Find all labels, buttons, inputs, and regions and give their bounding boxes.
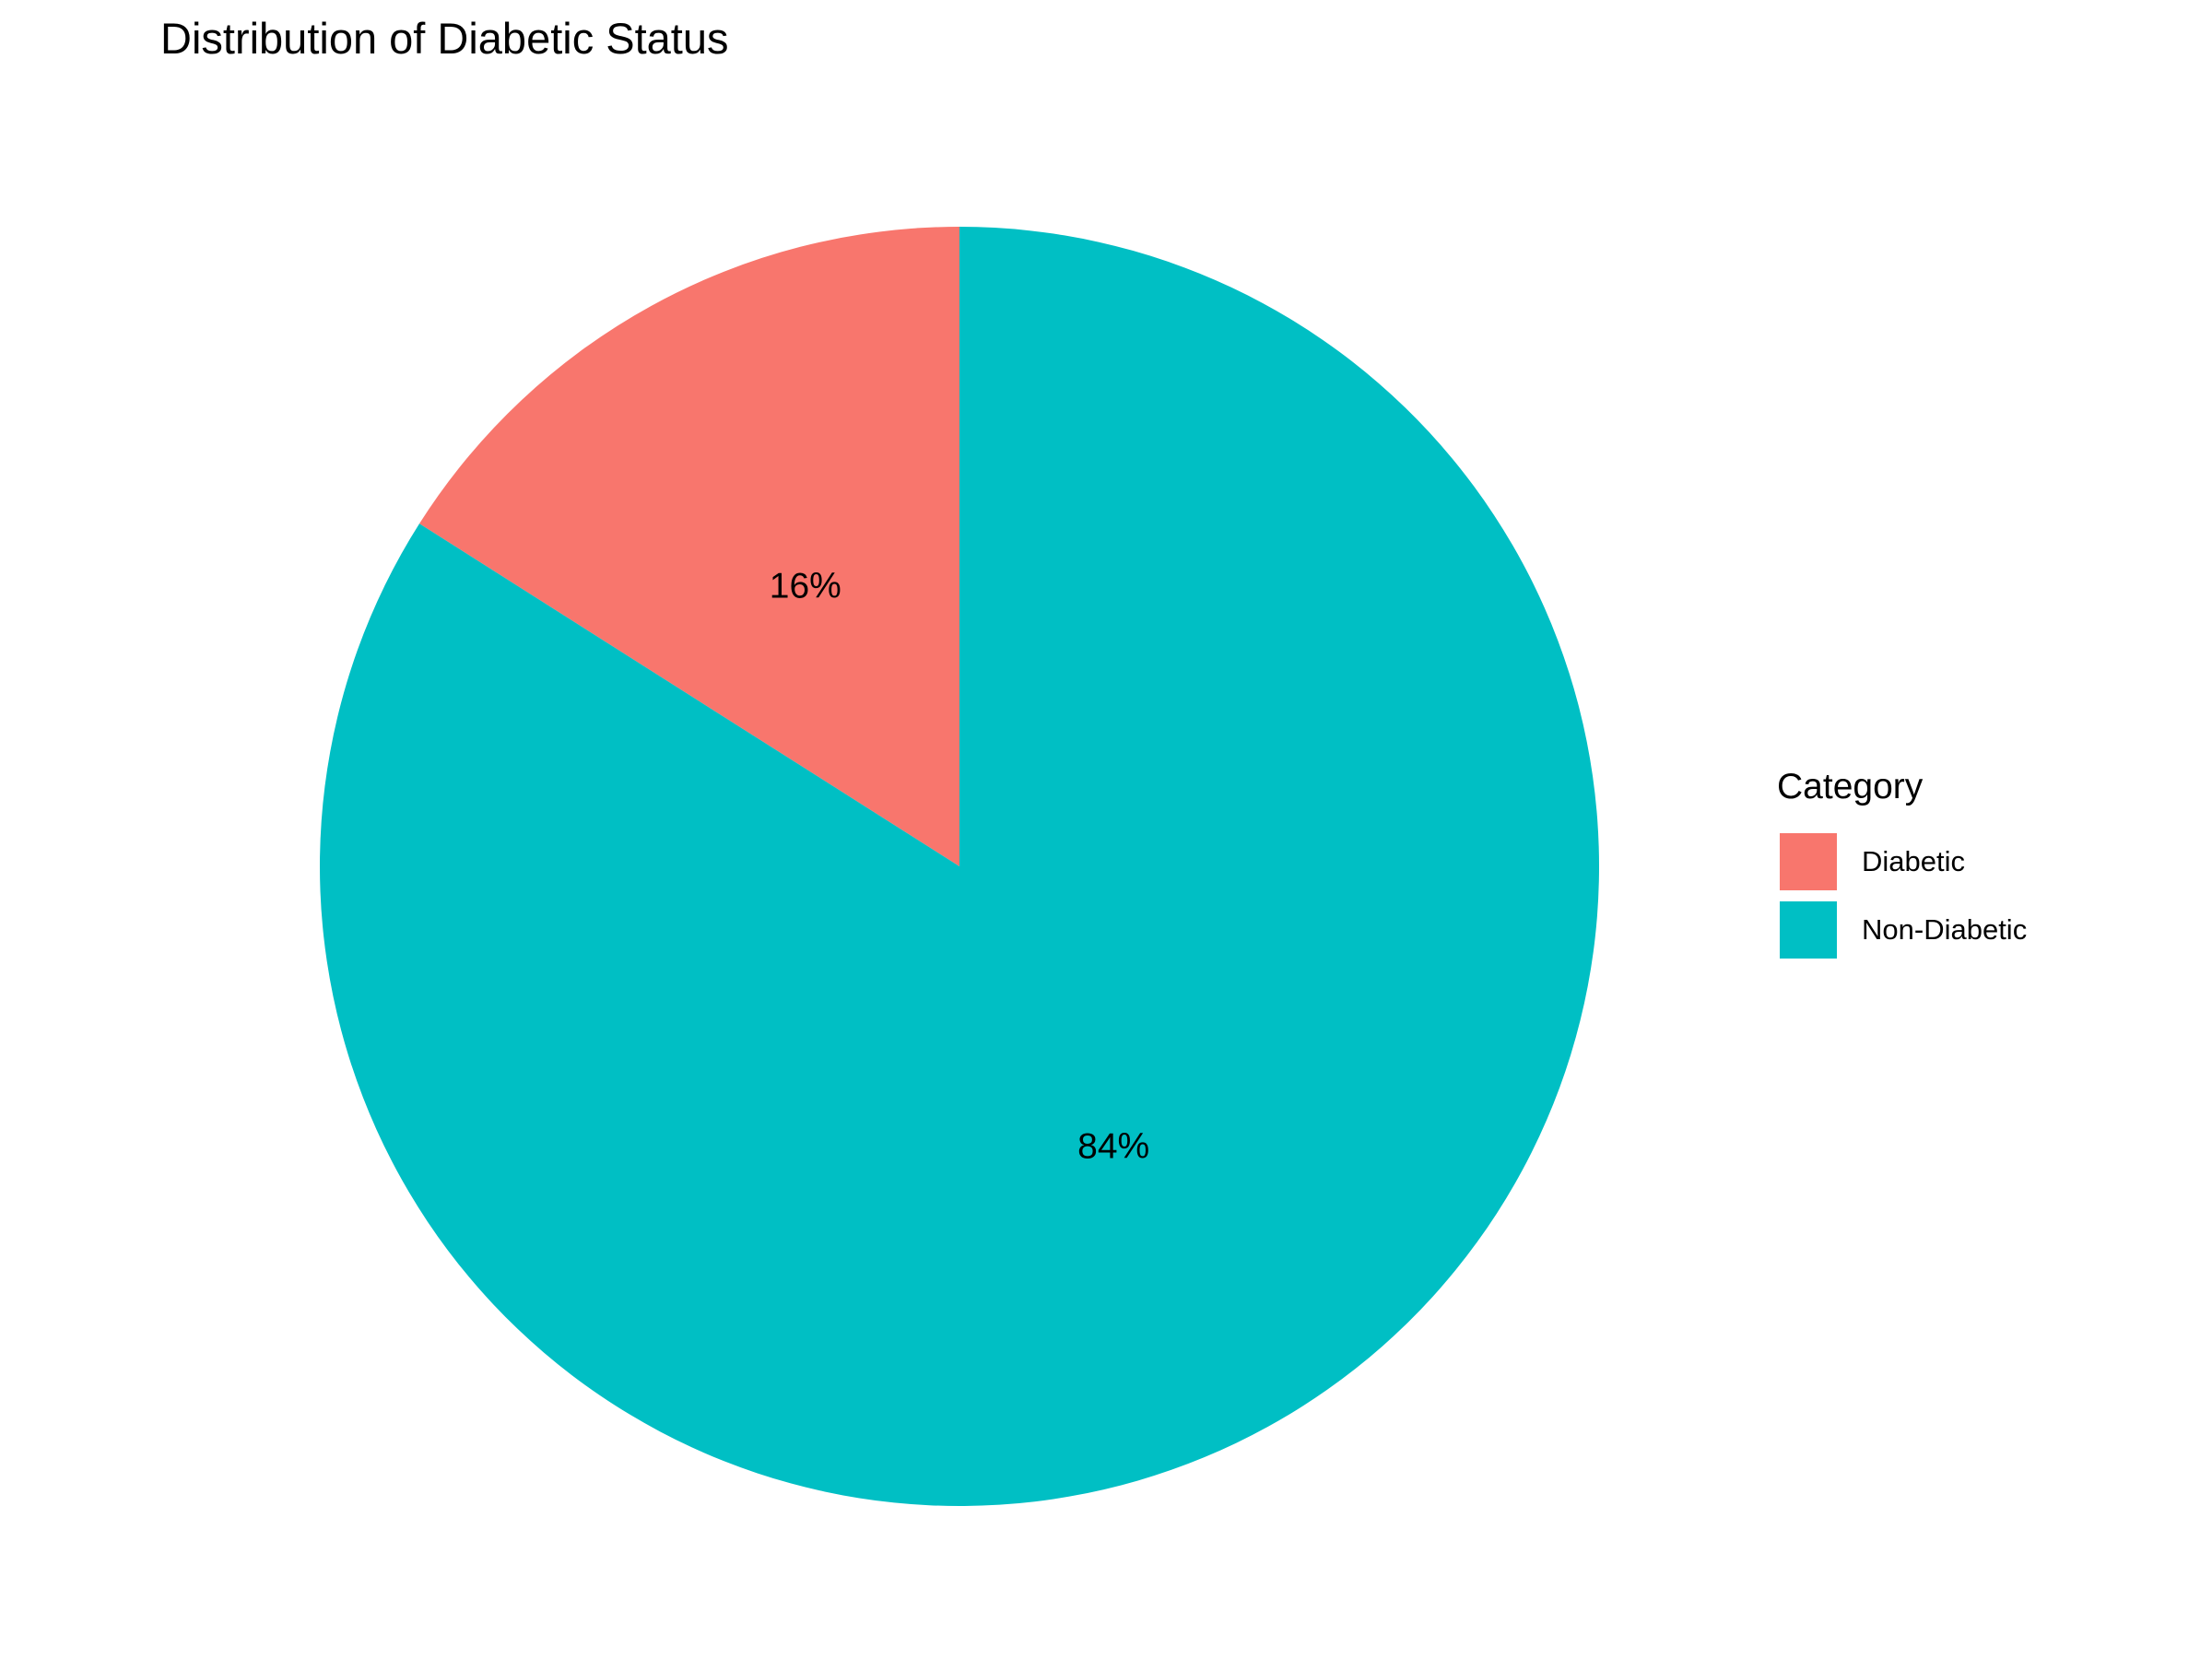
slice-label-diabetic: 16%: [770, 566, 841, 606]
slice-label-non-diabetic: 84%: [1077, 1127, 1149, 1167]
pie-slice-diabetic: [419, 227, 960, 866]
chart-title: Distribution of Diabetic Status: [160, 14, 729, 63]
legend-items: Diabetic Non-Diabetic: [1777, 828, 2027, 964]
pie-slice-non-diabetic: [320, 227, 1600, 1506]
legend-label: Non-Diabetic: [1862, 913, 2028, 946]
legend-label: Diabetic: [1862, 845, 1965, 877]
legend-item: Non-Diabetic: [1777, 896, 2027, 964]
legend-key-swatch: [1777, 899, 1840, 961]
legend-key-swatch: [1777, 830, 1840, 893]
legend-item: Diabetic: [1777, 828, 2027, 896]
legend: Category Diabetic Non-Diabetic: [1777, 767, 2027, 964]
legend-title: Category: [1777, 767, 1924, 806]
